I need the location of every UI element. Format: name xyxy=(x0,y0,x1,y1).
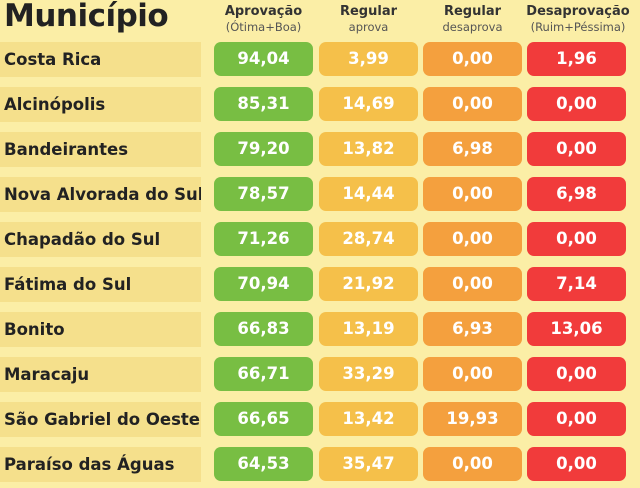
municipio-name: Alcinópolis xyxy=(0,87,201,122)
column-header-regular-desaprova: Regular desaprova xyxy=(423,4,522,35)
table-row: Bonito 66,83 13,19 6,93 13,06 xyxy=(0,312,640,353)
cell-desaprovacao: 0,00 xyxy=(527,402,626,436)
cell-desaprovacao: 0,00 xyxy=(527,132,626,166)
column-title-municipio: Município xyxy=(4,0,169,34)
column-header-aprovacao-sub: (Ótima+Boa) xyxy=(225,20,302,34)
cell-aprovacao: 66,71 xyxy=(214,357,313,391)
cell-regular-aprova: 14,69 xyxy=(319,87,418,121)
municipio-name: Bonito xyxy=(0,312,201,347)
table-row: Paraíso das Águas 64,53 35,47 0,00 0,00 xyxy=(0,447,640,488)
cell-desaprovacao: 0,00 xyxy=(527,447,626,481)
cell-regular-aprova: 21,92 xyxy=(319,267,418,301)
table-row: Chapadão do Sul 71,26 28,74 0,00 0,00 xyxy=(0,222,640,263)
column-header-regular-desaprova-label: Regular xyxy=(443,4,502,19)
cell-regular-desaprova: 0,00 xyxy=(423,357,522,391)
cell-aprovacao: 94,04 xyxy=(214,42,313,76)
column-header-desaprovacao-label: Desaprovação xyxy=(526,4,630,19)
cell-regular-desaprova: 0,00 xyxy=(423,267,522,301)
cell-regular-desaprova: 0,00 xyxy=(423,447,522,481)
table-row: Costa Rica 94,04 3,99 0,00 1,96 xyxy=(0,42,640,83)
cell-regular-aprova: 13,82 xyxy=(319,132,418,166)
cell-regular-desaprova: 0,00 xyxy=(423,177,522,211)
cell-aprovacao: 79,20 xyxy=(214,132,313,166)
cell-desaprovacao: 7,14 xyxy=(527,267,626,301)
cell-aprovacao: 85,31 xyxy=(214,87,313,121)
column-header-regular-desaprova-sub: desaprova xyxy=(442,20,503,34)
table-row: Alcinópolis 85,31 14,69 0,00 0,00 xyxy=(0,87,640,128)
cell-regular-desaprova: 0,00 xyxy=(423,42,522,76)
column-header-regular-aprova-sub: aprova xyxy=(348,20,389,34)
table-row: Nova Alvorada do Sul 78,57 14,44 0,00 6,98 xyxy=(0,177,640,218)
table-row: São Gabriel do Oeste 66,65 13,42 19,93 0,00 xyxy=(0,402,640,443)
cell-desaprovacao: 0,00 xyxy=(527,87,626,121)
cell-aprovacao: 66,83 xyxy=(214,312,313,346)
municipio-name: São Gabriel do Oeste xyxy=(0,402,201,437)
table-row: Bandeirantes 79,20 13,82 6,98 0,00 xyxy=(0,132,640,173)
cell-aprovacao: 78,57 xyxy=(214,177,313,211)
column-header-regular-aprova-label: Regular xyxy=(339,4,398,19)
cell-regular-aprova: 35,47 xyxy=(319,447,418,481)
municipio-name: Costa Rica xyxy=(0,42,201,77)
cell-regular-aprova: 13,42 xyxy=(319,402,418,436)
municipio-name: Paraíso das Águas xyxy=(0,447,201,482)
column-header-desaprovacao-sub: (Ruim+Péssima) xyxy=(530,20,626,34)
cell-regular-aprova: 13,19 xyxy=(319,312,418,346)
cell-aprovacao: 71,26 xyxy=(214,222,313,256)
column-header-aprovacao: Aprovação (Ótima+Boa) xyxy=(214,4,313,35)
municipio-name: Nova Alvorada do Sul xyxy=(0,177,201,212)
table-header: Município Aprovação (Ótima+Boa) Regular … xyxy=(0,0,640,42)
table-row: Fátima do Sul 70,94 21,92 0,00 7,14 xyxy=(0,267,640,308)
cell-regular-aprova: 3,99 xyxy=(319,42,418,76)
cell-regular-desaprova: 0,00 xyxy=(423,222,522,256)
cell-regular-aprova: 28,74 xyxy=(319,222,418,256)
cell-regular-aprova: 14,44 xyxy=(319,177,418,211)
cell-regular-desaprova: 6,93 xyxy=(423,312,522,346)
municipio-name: Fátima do Sul xyxy=(0,267,201,302)
cell-desaprovacao: 0,00 xyxy=(527,357,626,391)
cell-aprovacao: 66,65 xyxy=(214,402,313,436)
cell-regular-desaprova: 19,93 xyxy=(423,402,522,436)
cell-desaprovacao: 1,96 xyxy=(527,42,626,76)
municipio-name: Maracaju xyxy=(0,357,201,392)
cell-aprovacao: 70,94 xyxy=(214,267,313,301)
municipio-name: Bandeirantes xyxy=(0,132,201,167)
cell-regular-desaprova: 0,00 xyxy=(423,87,522,121)
cell-desaprovacao: 6,98 xyxy=(527,177,626,211)
column-header-desaprovacao: Desaprovação (Ruim+Péssima) xyxy=(523,4,633,35)
cell-desaprovacao: 0,00 xyxy=(527,222,626,256)
municipio-name: Chapadão do Sul xyxy=(0,222,201,257)
cell-aprovacao: 64,53 xyxy=(214,447,313,481)
column-header-regular-aprova: Regular aprova xyxy=(319,4,418,35)
cell-regular-desaprova: 6,98 xyxy=(423,132,522,166)
cell-regular-aprova: 33,29 xyxy=(319,357,418,391)
column-header-aprovacao-label: Aprovação xyxy=(224,4,303,19)
table-row: Maracaju 66,71 33,29 0,00 0,00 xyxy=(0,357,640,398)
cell-desaprovacao: 13,06 xyxy=(527,312,626,346)
